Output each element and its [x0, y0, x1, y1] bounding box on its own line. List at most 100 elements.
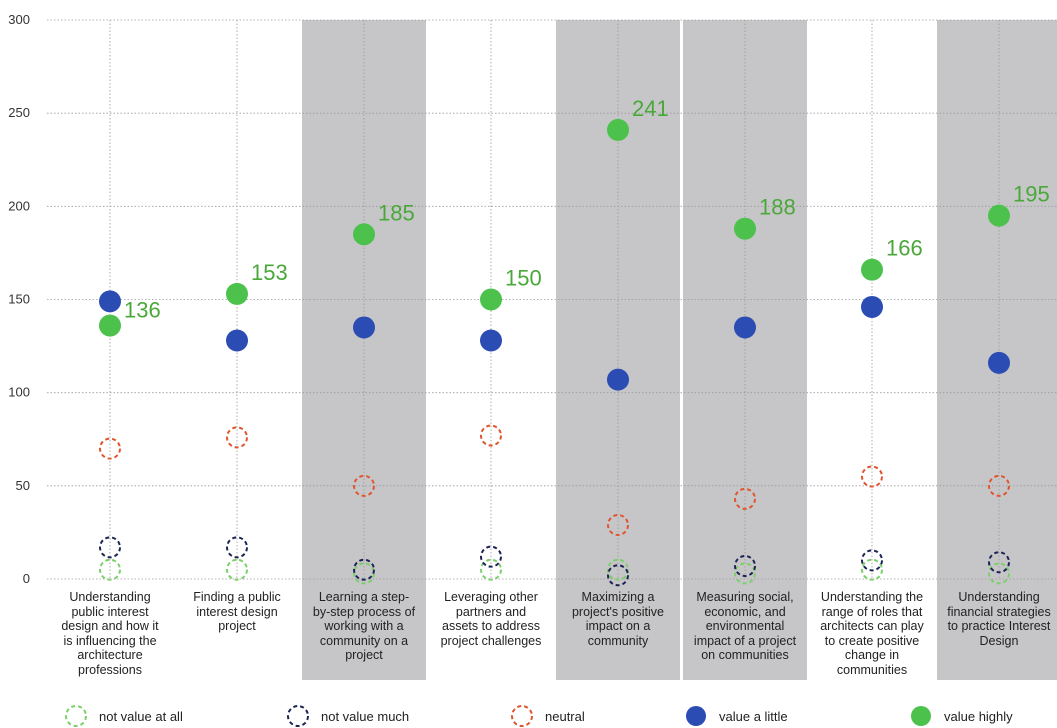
- data-point: [99, 437, 121, 460]
- category-label: Learning a step-by-step process of workin…: [301, 590, 427, 663]
- category-label-line: architecture: [77, 648, 143, 662]
- category-label-line: financial strategies: [947, 604, 1051, 619]
- data-label: 241: [632, 96, 669, 121]
- category-label-line: project: [218, 619, 256, 633]
- category-label-line: professions: [78, 662, 142, 677]
- data-point: [607, 368, 629, 391]
- legend-item: value a little: [683, 704, 788, 728]
- category-label-line: Understanding: [958, 590, 1040, 604]
- category-label-line: Maximizing a: [581, 590, 655, 604]
- category-label-line: project challenges: [440, 633, 542, 648]
- category-label-line: to practice Interest: [947, 619, 1051, 633]
- data-point: [861, 549, 883, 572]
- category-label-line: Measuring social,: [696, 590, 794, 604]
- category-label-line: environmental: [705, 619, 785, 633]
- category-label-line: design and how it: [61, 619, 159, 633]
- category-label-line: partners and: [455, 604, 527, 619]
- category-label-line: Learning a step-: [318, 590, 410, 604]
- legend-marker-circle: [287, 705, 309, 727]
- category-label-line: community: [587, 633, 649, 648]
- legend-marker: [511, 705, 533, 727]
- category-label: Measuring social, economic, and environmen…: [682, 590, 808, 663]
- data-label: 185: [378, 200, 415, 225]
- data-point: [353, 223, 375, 246]
- category-label-line: Understanding: [69, 590, 151, 604]
- shaded-column: [937, 20, 1057, 680]
- data-point: [480, 288, 502, 311]
- category-label-line: architects can play: [820, 619, 924, 633]
- data-point: [480, 424, 502, 447]
- legend-item: not value much: [285, 704, 409, 728]
- data-point: [734, 217, 756, 240]
- category-label-line: Leveraging other: [444, 590, 538, 604]
- category-label-line: working with a: [324, 619, 404, 633]
- legend-marker-circle: [911, 706, 931, 726]
- category-label: Leveraging other partners and assets to ad…: [428, 590, 554, 648]
- legend-marker: [287, 705, 309, 727]
- data-label: 188: [759, 195, 796, 220]
- legend-item: not value at all: [63, 704, 183, 728]
- data-point: [226, 282, 248, 305]
- data-point: [607, 558, 629, 581]
- data-point: [353, 316, 375, 339]
- data-label: 136: [124, 298, 161, 323]
- y-tick-label: 150: [8, 292, 30, 307]
- data-point: [480, 545, 502, 568]
- legend-label: neutral: [545, 708, 585, 724]
- category-label-line: communities: [836, 662, 908, 677]
- category-label-line: community on a: [319, 633, 409, 648]
- data-point: [861, 258, 883, 281]
- category-label-line: impact on a: [585, 619, 651, 633]
- legend-marker-circle: [511, 705, 533, 727]
- category-label: Understanding the range of roles that arch…: [809, 590, 935, 677]
- legend-marker-circle: [65, 705, 87, 727]
- data-point: [353, 474, 375, 497]
- data-point: [734, 316, 756, 339]
- category-label-line: project's positive: [571, 604, 664, 619]
- category-label: Finding a public interest design project: [174, 590, 300, 634]
- legend-marker: [686, 706, 706, 726]
- category-label-line: Design: [979, 633, 1019, 648]
- data-point: [607, 513, 629, 536]
- data-point: [734, 562, 756, 585]
- legend-marker: [911, 706, 931, 726]
- data-point: [226, 426, 248, 449]
- data-label: 166: [886, 236, 923, 261]
- y-tick-label: 100: [8, 385, 30, 400]
- data-point: [988, 474, 1010, 497]
- y-tick-label: 300: [8, 12, 30, 27]
- data-point: [988, 351, 1010, 374]
- data-point: [353, 558, 375, 581]
- data-point: [607, 118, 629, 141]
- data-label: 153: [251, 260, 288, 285]
- legend-marker: [65, 705, 87, 727]
- y-tick-label: 50: [16, 478, 30, 493]
- data-point: [988, 562, 1010, 585]
- data-point: [861, 295, 883, 318]
- category-label-line: public interest: [71, 604, 149, 619]
- data-point: [607, 564, 629, 587]
- category-label-line: economic, and: [704, 604, 786, 619]
- y-tick-label: 200: [8, 198, 30, 213]
- legend-item: neutral: [509, 704, 585, 728]
- y-tick-label: 250: [8, 105, 30, 120]
- data-point: [226, 536, 248, 559]
- category-label-line: on communities: [701, 648, 789, 662]
- data-point: [226, 558, 248, 581]
- data-point: [988, 204, 1010, 227]
- category-label-line: impact of a project: [693, 633, 797, 648]
- data-point: [226, 329, 248, 352]
- category-label-line: change in: [844, 648, 900, 662]
- legend-item: value highly: [908, 704, 1013, 728]
- category-label-line: assets to address: [442, 619, 540, 633]
- category-label-line: project: [345, 648, 383, 662]
- data-label: 195: [1013, 182, 1050, 207]
- category-label: Maximizing a project's positive impact on …: [555, 590, 681, 648]
- legend-label: value highly: [944, 708, 1013, 724]
- legend-label: not value at all: [99, 708, 183, 724]
- data-label: 150: [505, 266, 542, 291]
- legend-marker-circle: [686, 706, 706, 726]
- legend-label: value a little: [719, 708, 788, 724]
